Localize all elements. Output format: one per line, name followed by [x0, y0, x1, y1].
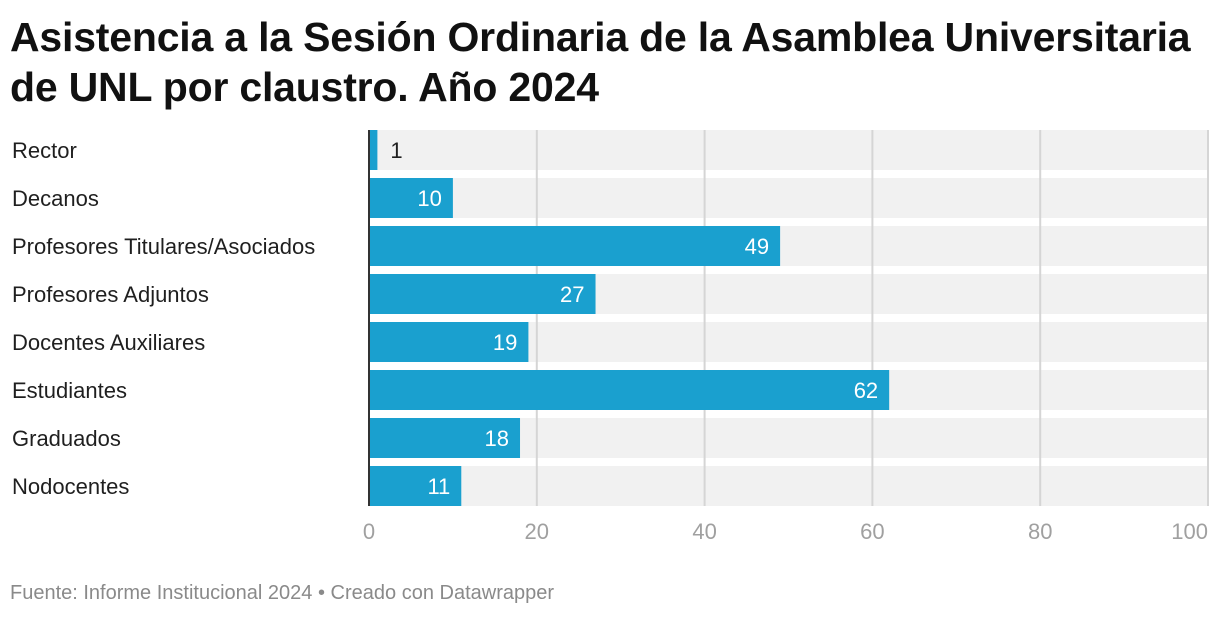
credit-text: Creado con Datawrapper — [330, 582, 555, 604]
category-label: Profesores Titulares/Asociados — [12, 234, 315, 259]
bar — [369, 178, 453, 218]
bar — [369, 466, 462, 506]
bar-track — [369, 178, 1208, 218]
bar — [369, 226, 781, 266]
chart-footer: Fuente: Informe Institucional 2024 • Cre… — [10, 582, 554, 605]
source-text: Fuente: Informe Institucional 2024 — [10, 582, 313, 604]
x-tick-label: 80 — [1028, 519, 1052, 544]
category-label: Decanos — [12, 186, 99, 211]
x-tick-label: 0 — [363, 519, 375, 544]
value-label: 49 — [745, 234, 769, 259]
category-label: Rector — [12, 138, 77, 163]
bar-track — [369, 130, 1208, 170]
value-label: 19 — [493, 330, 517, 355]
category-label: Graduados — [12, 426, 121, 451]
category-label: Docentes Auxiliares — [12, 330, 205, 355]
value-label: 1 — [390, 138, 402, 163]
bar — [369, 322, 529, 362]
footer-separator: • — [317, 582, 325, 604]
category-label: Profesores Adjuntos — [12, 282, 209, 307]
bar — [369, 274, 596, 314]
category-label: Estudiantes — [12, 378, 127, 403]
bar — [369, 370, 890, 410]
chart-title: Asistencia a la Sesión Ordinaria de la A… — [10, 14, 1191, 110]
category-label: Nodocentes — [12, 474, 129, 499]
x-tick-label: 60 — [860, 519, 884, 544]
x-tick-label: 20 — [525, 519, 549, 544]
value-label: 18 — [485, 426, 509, 451]
value-label: 62 — [854, 378, 878, 403]
x-tick-label: 40 — [692, 519, 716, 544]
x-tick-label: 100 — [1171, 519, 1208, 544]
value-label: 11 — [427, 474, 450, 499]
value-label: 27 — [560, 282, 584, 307]
bar — [369, 130, 378, 170]
bar — [369, 418, 521, 458]
bar-chart: Rector 1 Decanos 10 Profesores Titulares/Aso… — [12, 130, 1209, 544]
value-label: 10 — [417, 186, 441, 211]
bar-track — [369, 466, 1208, 506]
